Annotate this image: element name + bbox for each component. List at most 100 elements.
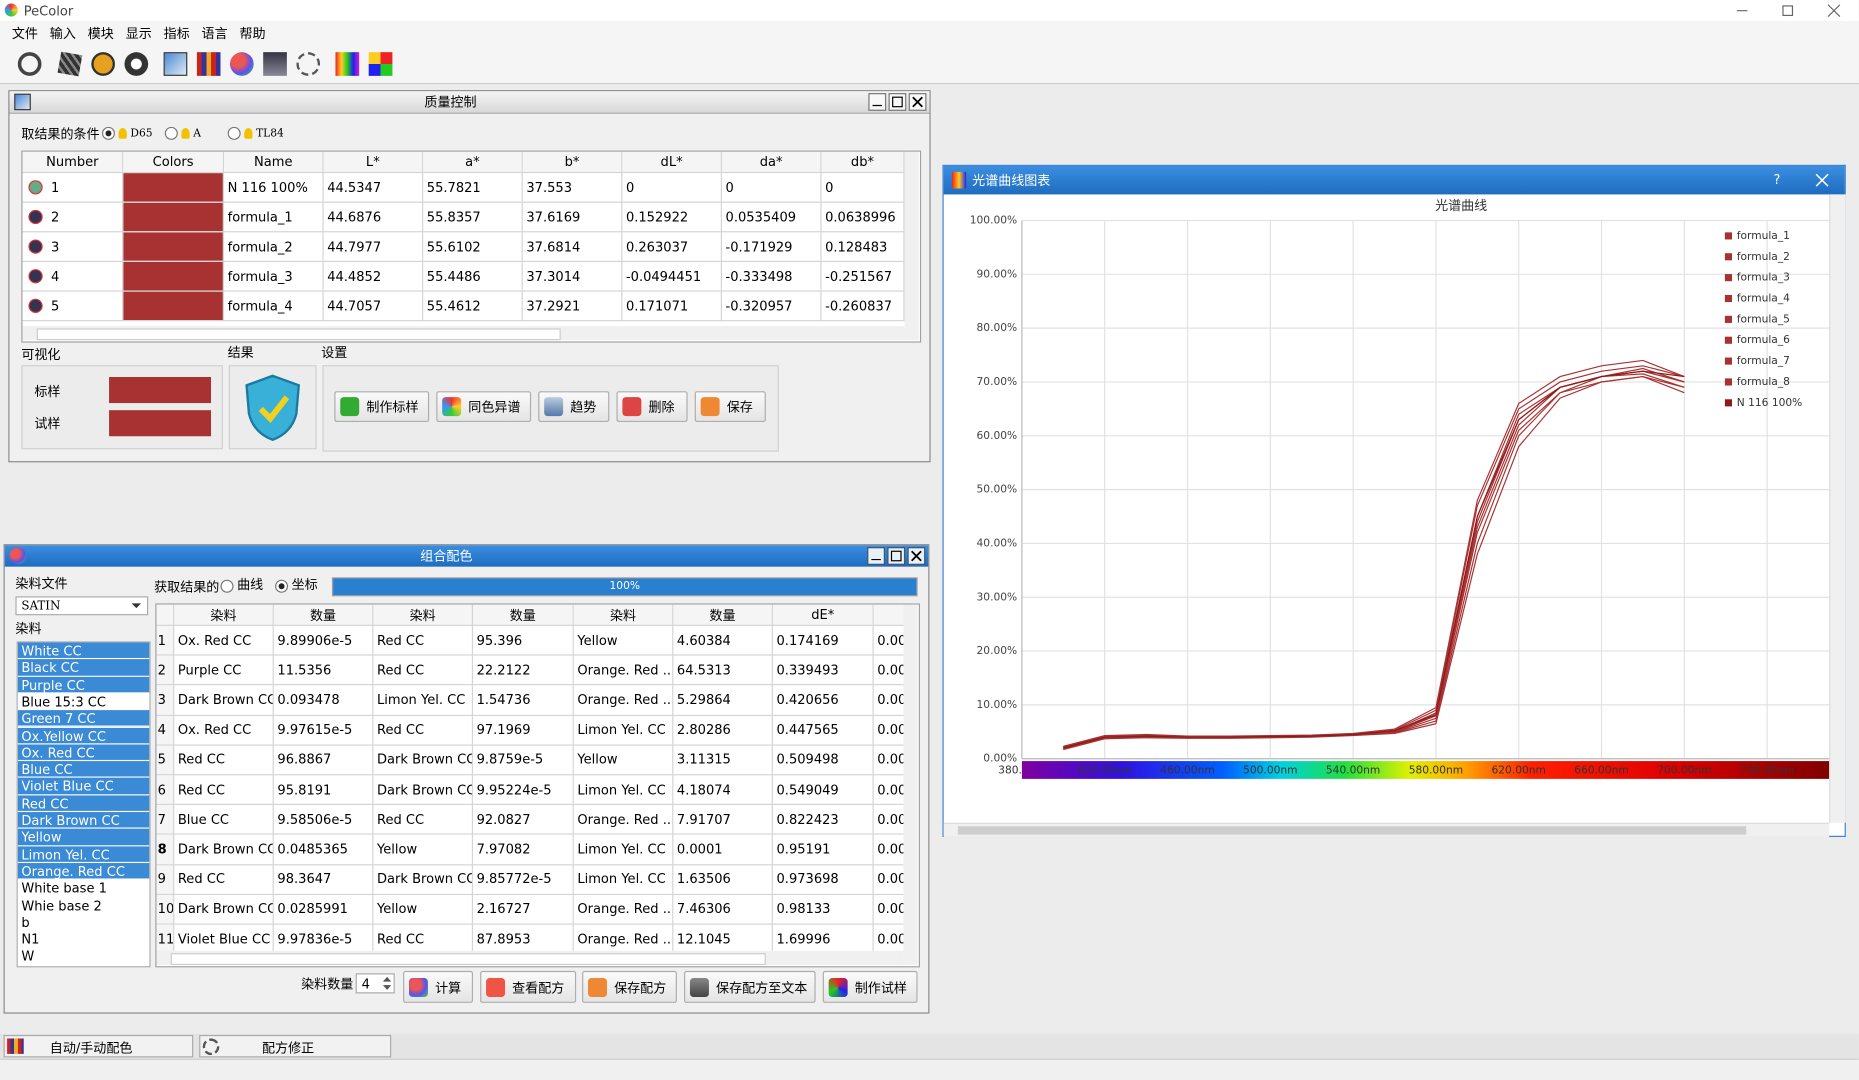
dye-item[interactable]: White base 1 xyxy=(17,879,150,897)
horizontal-scrollbar[interactable] xyxy=(22,326,905,341)
tool-settings[interactable] xyxy=(17,52,42,76)
button-label: 保存 xyxy=(726,399,753,415)
table-cell: 9.85772e-5 xyxy=(473,864,574,895)
table-cell: Limon Yel. CC xyxy=(573,715,674,746)
dye-item[interactable]: Ox.Yellow CC xyxy=(17,727,150,745)
row-header: 5 xyxy=(156,745,175,776)
window-controls[interactable] xyxy=(1731,2,1850,19)
get-result-label: 获取结果的 xyxy=(154,579,220,596)
legend-marker xyxy=(1724,294,1733,303)
button[interactable]: 同色异谱 xyxy=(436,391,532,423)
button[interactable]: 查看配方 xyxy=(480,970,577,1003)
menu-item[interactable]: 指标 xyxy=(163,26,190,42)
dye-item[interactable]: Ox. Red CC xyxy=(17,744,150,762)
qc-icon xyxy=(14,93,31,111)
tool-grid[interactable] xyxy=(196,52,221,76)
dye-item[interactable]: Yellow xyxy=(17,829,150,846)
dye-name: W xyxy=(21,948,35,965)
dye-item[interactable]: Black CC xyxy=(17,659,150,677)
dye-name: Ox. Red CC xyxy=(21,745,95,761)
help-button[interactable]: ? xyxy=(1773,171,1781,188)
dye-item[interactable]: W xyxy=(17,947,150,965)
column-header: b* xyxy=(522,151,623,174)
scroll-thumb[interactable] xyxy=(957,826,1747,835)
dye-item[interactable]: Limon Yel. CC xyxy=(17,845,150,863)
dye-item[interactable]: N1 xyxy=(17,930,150,948)
vertical-scrollbar[interactable] xyxy=(904,151,919,341)
menu-item[interactable]: 帮助 xyxy=(239,26,266,42)
table-cell: 98.3647 xyxy=(273,864,374,895)
column-header: da* xyxy=(721,151,822,174)
dye-item[interactable]: Dark Brown CC xyxy=(17,812,150,830)
button-label: 保存配方至文本 xyxy=(716,979,808,996)
dye-item[interactable]: Green 7 CC xyxy=(17,710,150,728)
menu-item[interactable]: 文件 xyxy=(11,26,38,42)
column-header: 数量 xyxy=(673,604,773,626)
table-cell: 0.00 xyxy=(873,655,906,686)
tool-spectrum[interactable] xyxy=(335,52,360,76)
tool-mix[interactable] xyxy=(229,52,254,76)
y-tick-label: 80.00% xyxy=(977,321,1018,334)
horizontal-scrollbar[interactable] xyxy=(943,822,1830,837)
button-label: 同色异谱 xyxy=(468,399,521,415)
table-cell: 44.6876 xyxy=(323,202,424,233)
button[interactable]: 保存配方 xyxy=(582,970,677,1003)
illuminant-option[interactable]: D65 xyxy=(101,126,153,140)
result-option[interactable]: 坐标 xyxy=(275,579,318,593)
result-option[interactable]: 曲线 xyxy=(220,579,263,593)
button[interactable]: 计算 xyxy=(403,970,474,1003)
dye-list: White CC Black CC Purple CC Blue 15:3 CC Gre… xyxy=(16,641,151,968)
tool-colors[interactable] xyxy=(368,52,393,76)
table-cell: -0.171929 xyxy=(721,232,822,262)
table-cell: 4.18074 xyxy=(673,775,773,806)
combo-controls[interactable] xyxy=(867,547,926,566)
dye-item[interactable]: Whie base 2 xyxy=(17,896,150,914)
vertical-scrollbar[interactable] xyxy=(1829,194,1846,823)
dye-count-spin[interactable]: 4 xyxy=(355,973,395,994)
button[interactable]: 保存 xyxy=(694,391,766,423)
button[interactable]: 保存配方至文本 xyxy=(684,970,816,1003)
table-cell: -0.251567 xyxy=(821,261,905,292)
dye-item[interactable]: Violet Blue CC xyxy=(17,778,150,796)
spectral-title-bar: 光谱曲线图表 ? xyxy=(943,165,1845,195)
tab[interactable]: 配方修正 xyxy=(199,1034,392,1058)
legend-label: formula_3 xyxy=(1737,271,1790,284)
qc-controls[interactable] xyxy=(868,92,927,111)
table-cell: 55.4612 xyxy=(423,291,523,322)
button[interactable]: 删除 xyxy=(616,391,688,423)
button[interactable]: 趋势 xyxy=(538,391,610,423)
dye-item[interactable]: Blue 15:3 CC xyxy=(17,693,150,711)
close-button[interactable] xyxy=(1815,173,1829,187)
dye-item[interactable]: White CC xyxy=(17,642,150,660)
menu-item[interactable]: 显示 xyxy=(125,26,152,42)
tool-disc[interactable] xyxy=(124,52,149,76)
button-label: 保存配方 xyxy=(614,979,667,996)
tool-palette[interactable] xyxy=(296,52,321,76)
menu-item[interactable]: 输入 xyxy=(49,26,76,42)
tab[interactable]: 自动/手动配色 xyxy=(3,1034,194,1058)
vertical-scrollbar[interactable] xyxy=(903,604,918,965)
illuminant-option[interactable]: A xyxy=(164,126,201,140)
tool-ruler[interactable] xyxy=(57,51,83,77)
dye-item[interactable]: Orange. Red CC xyxy=(17,862,150,880)
legend-marker xyxy=(1724,399,1733,407)
dye-item[interactable]: Blue CC xyxy=(17,761,150,779)
dye-item[interactable]: Red CC xyxy=(17,795,150,813)
dye-item[interactable]: Purple CC xyxy=(17,676,150,694)
column-header: 数量 xyxy=(473,604,574,626)
tab-label: 配方修正 xyxy=(261,1040,315,1057)
button[interactable]: 制作标样 xyxy=(334,391,430,423)
dye-file-select[interactable]: SATIN xyxy=(15,596,149,616)
tool-machine[interactable] xyxy=(263,52,287,76)
button[interactable]: 制作试样 xyxy=(822,970,918,1003)
horizontal-scrollbar[interactable] xyxy=(156,950,904,965)
menu-item[interactable]: 模块 xyxy=(87,26,114,42)
illuminant-option[interactable]: TL84 xyxy=(227,126,284,140)
legend-marker xyxy=(1724,253,1733,261)
dye-item[interactable]: b xyxy=(17,913,150,931)
table-cell: 96.8867 xyxy=(273,745,374,776)
menu-item[interactable]: 语言 xyxy=(201,26,228,42)
tool-open[interactable] xyxy=(91,52,115,76)
tool-qc[interactable] xyxy=(163,52,188,76)
y-tick-label: 70.00% xyxy=(977,375,1018,388)
